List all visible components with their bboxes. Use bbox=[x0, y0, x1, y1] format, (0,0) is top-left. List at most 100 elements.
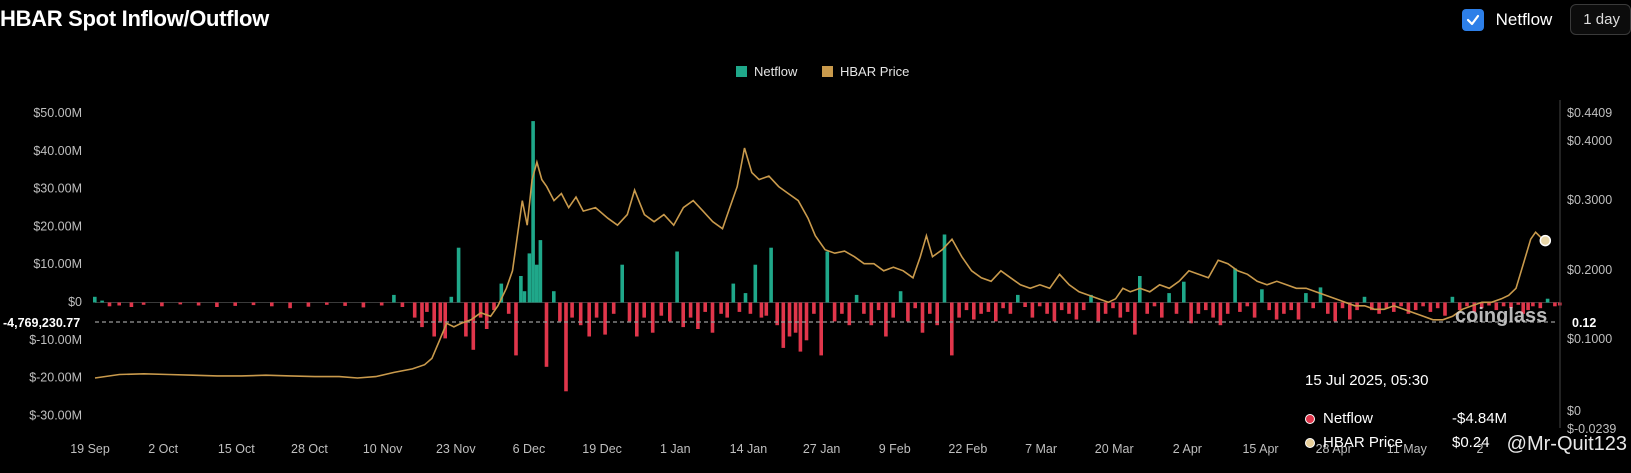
netflow-bar-outflow bbox=[1531, 302, 1535, 307]
x-tick-label: 19 Dec bbox=[582, 442, 622, 456]
netflow-bar-outflow bbox=[420, 302, 424, 328]
netflow-bar-outflow bbox=[650, 302, 655, 333]
legend-price-swatch bbox=[822, 66, 833, 77]
netflow-bar-outflow bbox=[1133, 302, 1137, 335]
netflow-bar-outflow bbox=[1348, 302, 1352, 320]
netflow-bar-outflow bbox=[1211, 302, 1215, 318]
left-tick-label: $-10.00M bbox=[29, 333, 82, 347]
netflow-bar-outflow bbox=[1413, 302, 1418, 311]
netflow-bar-outflow bbox=[306, 302, 311, 307]
checkmark-icon bbox=[1466, 14, 1479, 25]
netflow-bar-outflow bbox=[343, 302, 347, 306]
netflow-bar-outflow bbox=[1145, 302, 1149, 314]
netflow-bar-outflow bbox=[847, 302, 852, 326]
x-tick-label: 9 Feb bbox=[879, 442, 911, 456]
x-tick-label: 28 Oct bbox=[291, 442, 328, 456]
x-tick-label: 28 Apr bbox=[1316, 442, 1352, 456]
range-button[interactable]: 1 day bbox=[1570, 4, 1631, 35]
netflow-bar-outflow bbox=[1225, 302, 1230, 314]
netflow-bar-outflow bbox=[1553, 302, 1557, 307]
x-tick-label: 6 Dec bbox=[513, 442, 546, 456]
netflow-bar-outflow bbox=[906, 302, 910, 322]
netflow-bar-outflow bbox=[1059, 302, 1064, 311]
netflow-bar-inflow bbox=[519, 276, 523, 303]
netflow-bar-outflow bbox=[1189, 302, 1193, 324]
netflow-bar-outflow bbox=[1052, 302, 1057, 322]
netflow-bar-outflow bbox=[1001, 302, 1005, 309]
netflow-bar-outflow bbox=[564, 302, 568, 392]
netflow-bar-outflow bbox=[412, 302, 417, 318]
netflow-bar-outflow bbox=[1030, 302, 1035, 318]
netflow-bar-outflow bbox=[840, 302, 844, 314]
netflow-bar-outflow bbox=[1160, 302, 1164, 318]
netflow-bar-outflow bbox=[725, 302, 729, 318]
netflow-bar-inflow bbox=[449, 296, 454, 303]
netflow-bar-outflow bbox=[659, 302, 664, 316]
netflow-bar-outflow bbox=[1333, 302, 1337, 322]
netflow-bar-outflow bbox=[1274, 302, 1279, 320]
netflow-bar-outflow bbox=[1538, 302, 1543, 309]
netflow-bar-inflow bbox=[620, 264, 624, 303]
netflow-bar-inflow bbox=[499, 283, 504, 303]
netflow-bar-outflow bbox=[1096, 302, 1101, 322]
netflow-bar-outflow bbox=[1196, 302, 1201, 314]
netflow-bar-outflow bbox=[1118, 302, 1123, 318]
netflow-bar-outflow bbox=[492, 302, 496, 311]
netflow-bar-outflow bbox=[1204, 302, 1208, 311]
netflow-bar-outflow bbox=[804, 302, 809, 341]
netflow-bar-outflow bbox=[578, 302, 583, 326]
netflow-bar-outflow bbox=[1509, 302, 1513, 309]
netflow-bar-outflow bbox=[361, 302, 366, 308]
netflow-bar-outflow bbox=[1045, 302, 1049, 314]
netflow-bar-inflow bbox=[898, 291, 903, 303]
netflow-bar-inflow bbox=[1260, 289, 1264, 303]
netflow-bar-outflow bbox=[1103, 302, 1108, 314]
netflow-bar-outflow bbox=[1479, 302, 1484, 309]
tooltip-netflow-label: Netflow bbox=[1323, 410, 1374, 427]
left-tick-label: $20.00M bbox=[33, 219, 82, 233]
netflow-bar-outflow bbox=[1428, 302, 1433, 312]
netflow-bar-outflow bbox=[891, 302, 895, 318]
netflow-bar-outflow bbox=[1465, 302, 1469, 307]
right-tick-label: $-0.0239 bbox=[1567, 422, 1616, 436]
right-tick-label: $0.3000 bbox=[1567, 193, 1612, 207]
netflow-checkbox-label[interactable]: Netflow bbox=[1495, 9, 1553, 29]
netflow-bar-outflow bbox=[438, 302, 443, 322]
netflow-bar-outflow bbox=[1399, 302, 1403, 307]
netflow-checkbox[interactable] bbox=[1461, 8, 1484, 31]
x-tick-label: 2 Apr bbox=[1173, 442, 1202, 456]
netflow-bar-outflow bbox=[710, 302, 715, 333]
legend-price-label[interactable]: HBAR Price bbox=[840, 64, 909, 79]
price-marker bbox=[1539, 234, 1552, 247]
netflow-bar-outflow bbox=[793, 302, 798, 333]
left-tick-label: $30.00M bbox=[33, 182, 82, 196]
price-line bbox=[94, 147, 1546, 379]
netflow-bar-outflow bbox=[964, 302, 969, 311]
x-tick-label: 10 Nov bbox=[363, 442, 403, 456]
netflow-bar-inflow bbox=[1233, 268, 1237, 303]
netflow-bar-outflow bbox=[876, 302, 881, 311]
netflow-bar-outflow bbox=[1526, 302, 1530, 311]
netflow-bar-outflow bbox=[478, 302, 483, 318]
netflow-bar-outflow bbox=[1377, 302, 1381, 314]
netflow-bar-outflow bbox=[251, 302, 256, 306]
netflow-bar-outflow bbox=[1067, 302, 1071, 314]
netflow-bar-outflow bbox=[471, 302, 476, 350]
x-axis: 19 Sep 2 Oct 15 Oct 28 Oct 10 Nov 23 Nov 6 Dec… bbox=[70, 442, 1483, 456]
tooltip-netflow-value: -$4.84M bbox=[1452, 410, 1508, 427]
legend-netflow-label[interactable]: Netflow bbox=[754, 64, 798, 79]
netflow-bar-outflow bbox=[1111, 302, 1115, 309]
netflow-bar-outflow bbox=[913, 302, 917, 309]
netflow-bar-inflow bbox=[1362, 296, 1367, 303]
x-tick-label: 14 Jan bbox=[730, 442, 768, 456]
netflow-bar-outflow bbox=[884, 302, 888, 337]
x-tick-label: 23 Nov bbox=[436, 442, 476, 456]
netflow-bar-outflow bbox=[681, 302, 685, 328]
netflow-bar-outflow bbox=[233, 302, 237, 306]
netflow-bar-outflow bbox=[514, 302, 518, 356]
netflow-bar-outflow bbox=[1392, 302, 1396, 312]
netflow-bar-inflow bbox=[1318, 287, 1323, 303]
tooltip-date: 15 Jul 2025, 05:30 bbox=[1305, 372, 1429, 389]
netflow-bar-outflow bbox=[1174, 302, 1179, 314]
netflow-bar-outflow bbox=[325, 302, 329, 305]
